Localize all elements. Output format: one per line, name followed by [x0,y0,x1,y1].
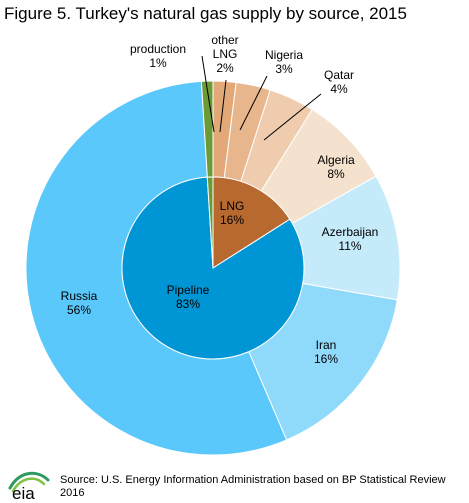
qatar-leader-line [263,93,322,141]
source-note: Source: U.S. Energy Information Administ… [60,474,446,499]
lng-name: LNG [220,199,245,213]
inner-slice-lng [212,176,291,269]
production-leader-line [201,55,215,133]
nigeria-name-line-0: Nigeria [265,48,303,62]
nigeria-value: 3% [275,62,293,76]
other-lng-label: other LNG 2% [211,33,238,75]
footer: eia Source: U.S. Energy Information Admi… [0,468,469,503]
lng-value: 16% [220,213,244,227]
azerbaijan-value: 11% [338,239,361,253]
qatar-label: Qatar 4% [324,68,354,96]
qatar-value: 4% [330,82,348,96]
eia-logo-text: eia [12,484,35,502]
other-lng-name-line-1: LNG [213,47,238,61]
inner-slice-segment-2 [206,176,214,269]
nigeria-label: Nigeria 3% [265,48,303,76]
pipeline-name: Pipeline [167,283,210,297]
azerbaijan-label: Azerbaijan 11% [322,225,379,253]
algeria-name: Algeria [317,153,355,167]
azerbaijan-name: Azerbaijan [322,225,379,239]
algeria-label: Algeria 8% [317,153,355,181]
other-lng-leader-line [219,79,227,133]
production-name-line-0: production [130,42,186,56]
iran-name: Iran [316,338,337,352]
iran-label: Iran 16% [314,338,338,366]
other-lng-value: 2% [216,61,234,75]
russia-label: Russia 56% [61,289,98,317]
russia-value: 56% [67,303,91,317]
production-value: 1% [149,56,167,70]
qatar-name-line-0: Qatar [324,68,354,82]
pipeline-label: Pipeline 83% [167,283,210,311]
nigeria-leader-line [239,75,268,131]
donut-chart: LNG 16%Pipeline 83%Algeria 8%Azerbaijan 11%I… [25,33,401,456]
pipeline-value: 83% [176,297,200,311]
lng-label: LNG 16% [220,199,245,227]
algeria-value: 8% [327,167,345,181]
russia-name: Russia [61,289,98,303]
production-label: production 1% [130,42,186,70]
other-lng-name-line-0: other [211,33,238,47]
eia-logo: eia [8,471,50,502]
inner-slice-pipeline [121,176,305,360]
chart-title: Figure 5. Turkey's natural gas supply by… [4,4,407,23]
iran-value: 16% [314,352,338,366]
